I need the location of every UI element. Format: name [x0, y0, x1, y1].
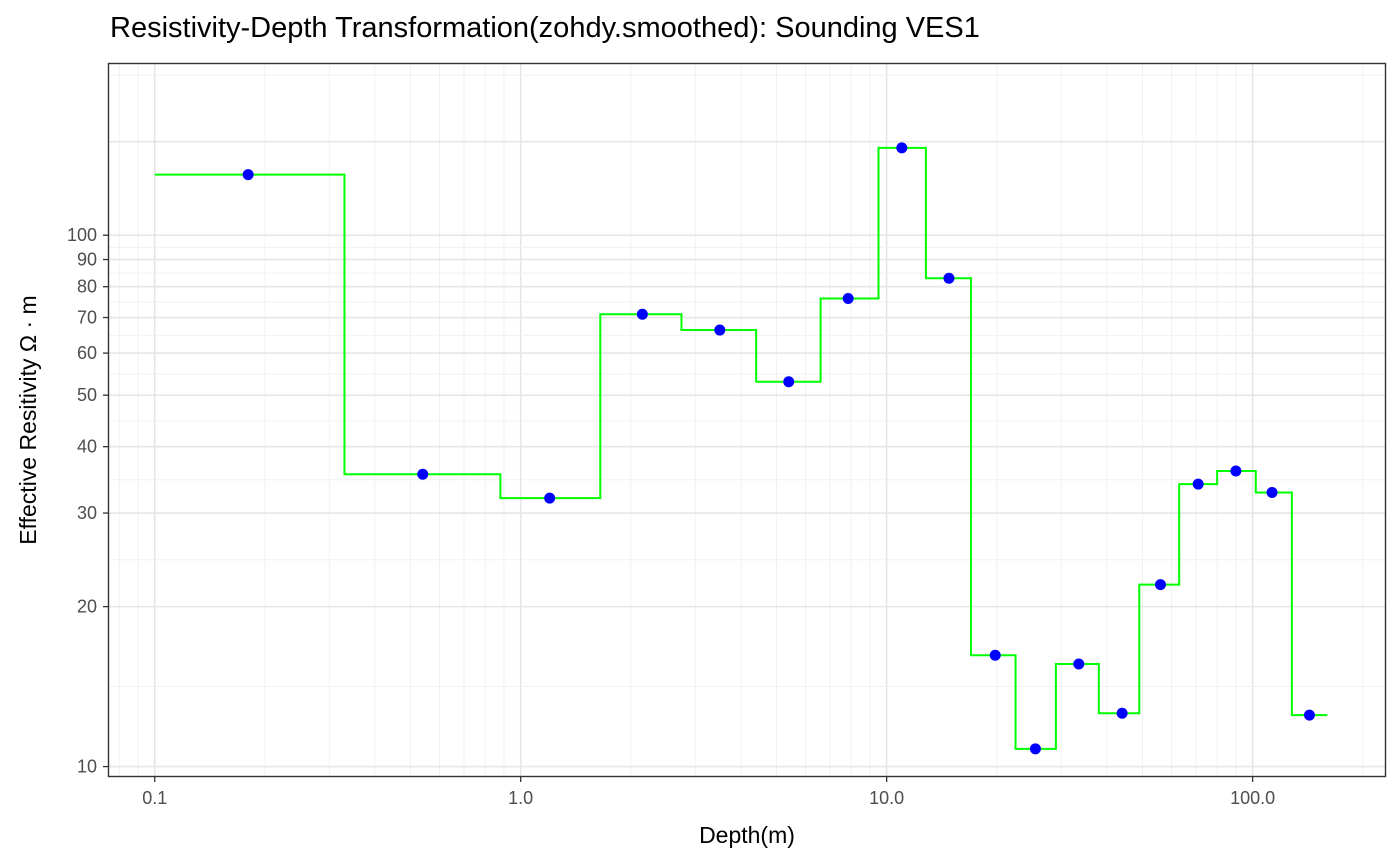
- y-axis-label-text: Effective Resitivity: [15, 358, 41, 545]
- data-point: [714, 324, 726, 336]
- y-tick-label: 70: [77, 308, 97, 328]
- y-tick-label: 30: [77, 503, 97, 523]
- data-point: [842, 293, 854, 305]
- data-point: [943, 272, 955, 284]
- data-point: [1029, 743, 1041, 755]
- x-tick-label: 10.0: [869, 788, 904, 808]
- data-point: [417, 468, 429, 480]
- x-tick-label: 1.0: [508, 788, 533, 808]
- x-axis: 0.1 1.0 10.0 100.0: [142, 776, 1275, 808]
- plot-panel-background: [109, 64, 1385, 776]
- y-tick-label: 20: [77, 597, 97, 617]
- data-point: [1073, 658, 1085, 670]
- y-tick-label: 10: [77, 757, 97, 777]
- grid-layer: [109, 64, 1385, 776]
- data-point: [1154, 579, 1166, 591]
- data-point: [1303, 709, 1315, 721]
- y-tick-label: 100: [67, 225, 97, 245]
- y-axis: 10 20 30 40 50 60 70 80 90 100: [67, 225, 109, 777]
- y-tick-label: 90: [77, 250, 97, 270]
- plot-panel-border: [107, 62, 1387, 778]
- y-tick-label: 40: [77, 437, 97, 457]
- data-point: [1192, 478, 1204, 490]
- data-point: [636, 308, 648, 320]
- x-axis-label: Depth(m): [699, 822, 795, 848]
- data-point: [1230, 465, 1242, 477]
- data-point: [783, 376, 795, 388]
- y-tick-label: 50: [77, 385, 97, 405]
- y-axis-label-unit: Ω · m: [15, 295, 41, 352]
- data-point: [896, 142, 908, 154]
- x-tick-label: 0.1: [142, 788, 167, 808]
- data-point: [1266, 486, 1278, 498]
- data-point: [242, 169, 254, 181]
- points-layer: [242, 142, 1315, 755]
- data-point: [544, 492, 556, 504]
- x-tick-label: 100.0: [1230, 788, 1275, 808]
- step-line: [154, 146, 1328, 750]
- chart-title: Resistivity-Depth Transformation(zohdy.s…: [110, 12, 980, 44]
- y-tick-label: 60: [77, 343, 97, 363]
- data-point: [1116, 707, 1128, 719]
- y-axis-label: Effective Resitivity Ω · m: [15, 295, 41, 544]
- y-tick-label: 80: [77, 277, 97, 297]
- data-point: [989, 649, 1001, 661]
- series-layer: [154, 146, 1328, 750]
